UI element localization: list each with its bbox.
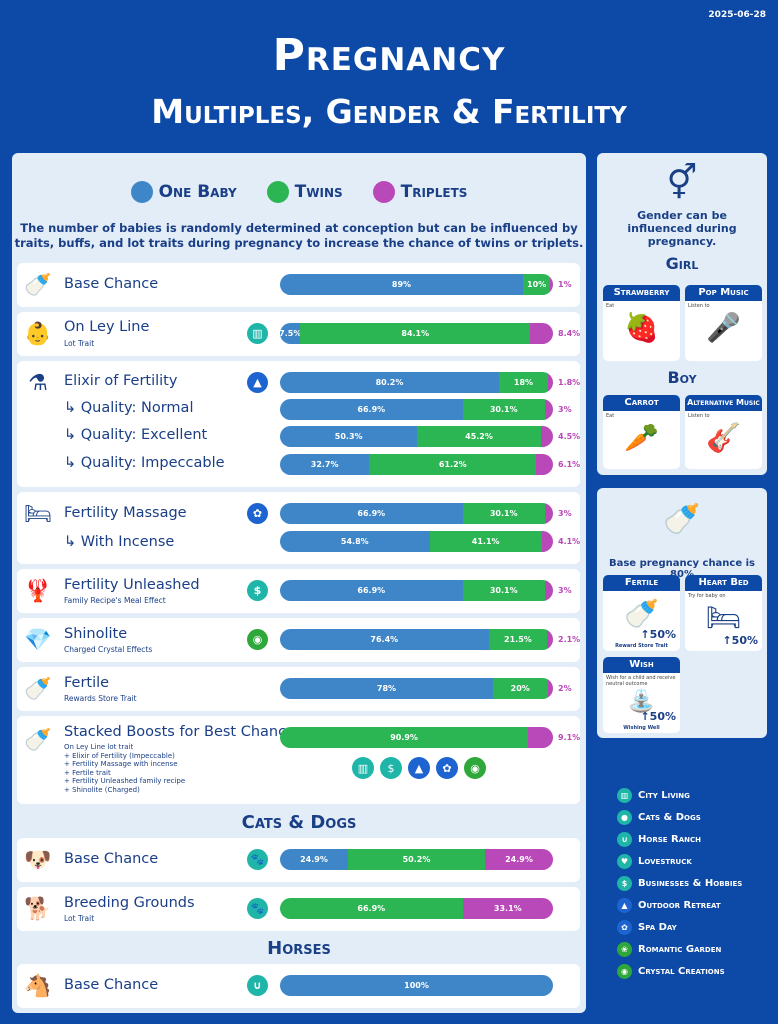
page-subtitle: Multiples, Gender & Fertility (151, 92, 627, 131)
fertile-trait-icon: 🍼 (24, 676, 52, 702)
city-living-icon: ▥ (352, 757, 374, 779)
legend-triplets: Triplets (372, 181, 467, 203)
multiples-panel: One Baby Twins Triplets The number of ba… (12, 153, 586, 1013)
row-elixir: ⚗ Elixir of Fertility ▲ 80.2% 18% 1.8% ↳ … (17, 361, 580, 487)
guitar-icon: 🎸 (706, 421, 741, 454)
outdoor-retreat-icon: ▲ (617, 897, 632, 913)
tile-heart-bed: Heart Bed Try for baby on 🛏 ↑50% (685, 575, 762, 651)
lobster-icon: 🦞 (24, 578, 52, 604)
page-title: Pregnancy (272, 30, 506, 81)
twins-icon: 👶 (24, 321, 52, 347)
date: 2025-06-28 (708, 10, 766, 20)
row-breeding: 🐕 Breeding Grounds Lot Trait 🐾 66.9% 33.1… (17, 887, 580, 931)
outdoor-retreat-icon: ▲ (408, 757, 430, 779)
crystal-creations-icon: ◉ (247, 629, 268, 650)
city-living-icon: ▥ (247, 323, 268, 344)
row-fertile: 🍼 Fertile Rewards Store Trait 78% 20% 2% (17, 667, 580, 711)
crystal-creations-icon: ◉ (464, 757, 486, 779)
row-horse-base: 🐴 Base Chance ∪ 100% (17, 964, 580, 1008)
fertility-panel: 🍼 Base pregnancy chance is 80% Fertile 🍼 ↑… (597, 488, 767, 738)
horse-ranch-icon: ∪ (247, 975, 268, 996)
row-shinolite: 💎 Shinolite Charged Crystal Effects ◉ 76… (17, 618, 580, 662)
row-massage: 🛏 Fertility Massage ✿ 66.9% 30.1% 3% ↳ Wi… (17, 492, 580, 564)
cats-dogs-icon: 🐾 (247, 849, 268, 870)
bottles-icon: 🍼 (24, 727, 52, 753)
baby-bottle-icon: 🍼 (663, 502, 701, 537)
baby-bottle-icon: 🍼 (24, 272, 52, 298)
lovestruck-icon: ♥ (617, 854, 632, 870)
spa-day-icon: ✿ (617, 919, 632, 935)
tile-carrot: Carrot Eat 🥕 (603, 395, 680, 469)
section-horses: Horses (267, 938, 331, 959)
legend-twins: Twins (266, 181, 343, 203)
crystal-creations-icon: ◉ (617, 963, 632, 979)
row-unleashed: 🦞 Fertility Unleashed Family Recipe's Me… (17, 569, 580, 613)
businesses-hobbies-icon: $ (380, 757, 402, 779)
cats-dogs-icon: 🐾 (247, 898, 268, 919)
row-stacked: 🍼 Stacked Boosts for Best Chance On Ley … (17, 716, 580, 804)
row-ley-line: 👶 On Ley Line Lot Trait ▥ 7.5% 84.1% 8.4% (17, 312, 580, 356)
tile-alternative-music: Alternative Music Listen to 🎸 (685, 395, 762, 469)
city-living-icon: ▥ (617, 788, 632, 804)
tile-strawberry: Strawberry Eat 🍓 (603, 285, 680, 361)
spa-day-icon: ✿ (247, 503, 268, 524)
pack-legend: ▥ City Living ● Cats & Dogs ∪ Horse Ranch ♥… (617, 785, 742, 982)
tile-wish: Wish Wish for a child and receive neutral… (603, 657, 680, 733)
gender-symbol-icon: ⚥ (666, 163, 698, 203)
row-pet-base: 🐶 Base Chance 🐾 24.9% 50.2% 24.9% (17, 838, 580, 882)
cauldron-icon: ⚗ (28, 370, 48, 396)
spa-day-icon: ✿ (436, 757, 458, 779)
businesses-hobbies-icon: $ (247, 580, 268, 601)
heart-bed-icon: 🛏 (705, 601, 742, 634)
crystal-icon: 💎 (24, 627, 52, 653)
puppies-icon: 🐕 (24, 896, 52, 922)
cats-dogs-icon: ● (617, 810, 632, 826)
strawberry-icon: 🍓 (624, 311, 659, 344)
tile-pop-music: Pop Music Listen to 🎤 (685, 285, 762, 361)
outdoor-retreat-icon: ▲ (247, 372, 268, 393)
horse-icon: 🐴 (24, 973, 52, 999)
businesses-hobbies-icon: $ (617, 876, 632, 891)
row-base-chance: 🍼 Base Chance 89% 10% 1% (17, 263, 580, 307)
dog-cat-icon: 🐶 (24, 847, 52, 873)
legend-one-baby: One Baby (130, 181, 237, 203)
massage-table-icon: 🛏 (24, 501, 52, 527)
fertile-trait-icon: 🍼 (624, 597, 659, 630)
romantic-garden-icon: ❀ (617, 941, 632, 957)
gender-panel: ⚥ Gender can be influenced during pregna… (597, 153, 767, 475)
microphone-icon: 🎤 (706, 311, 741, 344)
intro-text: The number of babies is randomly determi… (14, 221, 584, 250)
carrot-icon: 🥕 (624, 421, 659, 454)
section-cats-dogs: Cats & Dogs (241, 812, 357, 833)
horse-ranch-icon: ∪ (617, 832, 632, 848)
tile-fertile: Fertile 🍼 ↑50% Reward Store Trait (603, 575, 680, 651)
wishing-well-icon: ⛲ (627, 689, 656, 714)
legend: One Baby Twins Triplets (12, 181, 586, 203)
